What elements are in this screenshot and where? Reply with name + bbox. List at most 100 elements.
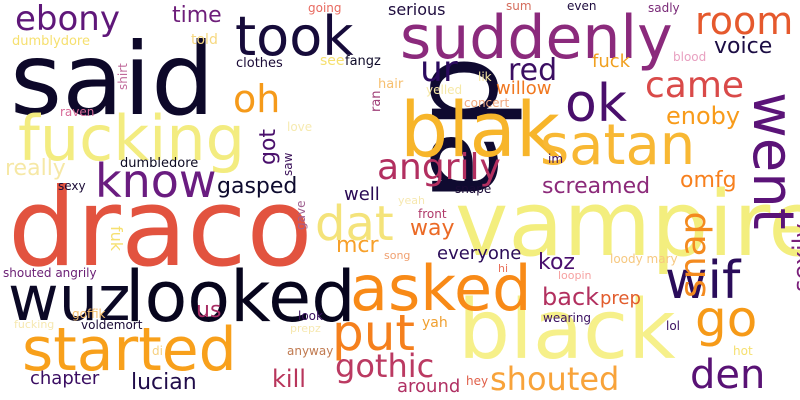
word-blak: blak — [400, 85, 560, 174]
word-vampire: vampire — [455, 172, 800, 277]
word-look: look — [298, 309, 323, 323]
word-dumbledore: dumbledore — [120, 156, 199, 171]
word-kill: kill — [272, 365, 306, 393]
word-yah: yah — [422, 315, 448, 331]
word-gothic: gothic — [335, 347, 435, 385]
word-started: started — [22, 315, 237, 385]
word-wuz: wuz — [8, 262, 131, 335]
word-draco: draco — [8, 166, 313, 291]
word-gave: gave — [294, 200, 308, 230]
word-wearing: wearing — [543, 311, 592, 325]
word-yelled: yelled — [426, 83, 463, 97]
word-lik: lik — [478, 70, 492, 84]
word-fucking: fucking — [18, 102, 245, 175]
word-way: way — [410, 216, 455, 241]
word-came: came — [645, 65, 745, 106]
word-shouted-angrily: shouted angrily — [3, 266, 97, 280]
word-shouted: shouted — [490, 360, 620, 398]
word-im: im — [548, 152, 564, 166]
word-red: red — [508, 53, 558, 88]
word-screamed: screamed — [542, 174, 651, 199]
word-lol: lol — [666, 319, 681, 333]
word-enoby: enoby — [666, 102, 741, 130]
word-asked: asked — [350, 252, 532, 325]
word-satan: satan — [540, 113, 696, 178]
word-prepz: prepz — [290, 322, 321, 335]
word-fuk: fuk — [107, 226, 126, 252]
word-shirt: shirt — [116, 63, 130, 90]
word-sexily: sexily — [788, 223, 800, 292]
word-loody-mary: loody mary — [610, 252, 678, 266]
word-know: know — [95, 154, 217, 208]
word-really: really — [5, 156, 66, 181]
word-hi: hi — [498, 262, 509, 275]
word-love: love — [287, 120, 313, 134]
word-fucking-small: fucking — [14, 318, 55, 331]
word-looked: looked — [125, 256, 356, 338]
word-willow: willow — [496, 78, 552, 99]
word-well: well — [344, 184, 380, 205]
word-angrily: angrily — [377, 147, 501, 188]
word-koz: koz — [538, 250, 575, 275]
word-yeah: yeah — [398, 194, 425, 207]
word-loopin: loopin — [558, 269, 592, 282]
word-clothes: clothes — [236, 56, 283, 71]
word-front: front — [418, 207, 447, 221]
word-hot: hot — [733, 344, 753, 358]
word-song: song — [384, 249, 411, 262]
word-even: even — [567, 0, 597, 13]
word-wif: wif — [665, 251, 741, 311]
word-mcr: mcr — [336, 233, 379, 258]
word-chapter: chapter — [30, 368, 100, 389]
word-around: around — [397, 376, 461, 397]
word-snap: snap — [673, 211, 714, 298]
word-said: said — [10, 21, 215, 138]
word-ran: ran — [369, 90, 384, 112]
word-blood: blood — [673, 50, 707, 64]
word-serious: serious — [388, 0, 446, 19]
word-di: di — [152, 344, 163, 358]
word-den: den — [690, 352, 766, 398]
word-anyway: anyway — [287, 344, 334, 358]
word-sum: sum — [506, 0, 532, 13]
word-raven: raven — [60, 105, 95, 119]
word-going: going — [308, 1, 342, 15]
word-fangz: fangz — [345, 54, 381, 69]
word-voldemort: voldemort — [81, 318, 143, 332]
word-lucian: lucian — [131, 370, 197, 395]
word-concert: concert — [464, 96, 510, 110]
word-went: went — [740, 92, 800, 230]
word-see: see — [320, 53, 345, 69]
word-room: room — [695, 0, 794, 43]
word-sexy: sexy — [58, 179, 86, 193]
word-fuck: fuck — [592, 51, 631, 72]
word-ur: ur — [420, 49, 458, 90]
word-go: go — [695, 290, 758, 348]
word-prep: prep — [600, 288, 641, 309]
word-ok: ok — [565, 74, 627, 134]
word-oh: oh — [233, 77, 281, 121]
word-suddenly: suddenly — [400, 3, 673, 73]
word-told: told — [191, 32, 218, 48]
word-gasped: gasped — [217, 174, 298, 199]
word-us: us — [196, 298, 222, 323]
word-black: black — [458, 283, 676, 378]
word-back: back — [542, 283, 600, 311]
word-took: took — [235, 5, 354, 68]
word-voice: voice — [714, 34, 773, 59]
word-snape: snape — [455, 182, 492, 196]
word-hey: hey — [466, 374, 489, 388]
word-dat: dat — [315, 196, 394, 252]
word-hair: hair — [378, 77, 404, 92]
word-goffik: goffik — [72, 307, 106, 321]
word-got: got — [256, 128, 281, 165]
word-time: time — [172, 3, 222, 28]
word-saw: saw — [281, 152, 295, 176]
word-sadly: sadly — [648, 1, 680, 15]
word-everyone: everyone — [437, 243, 522, 264]
word-ebony: ebony — [15, 0, 120, 39]
word-dumblydore: dumblydore — [12, 34, 90, 49]
word-put: put — [332, 304, 416, 362]
word-omfg: omfg — [680, 168, 737, 193]
